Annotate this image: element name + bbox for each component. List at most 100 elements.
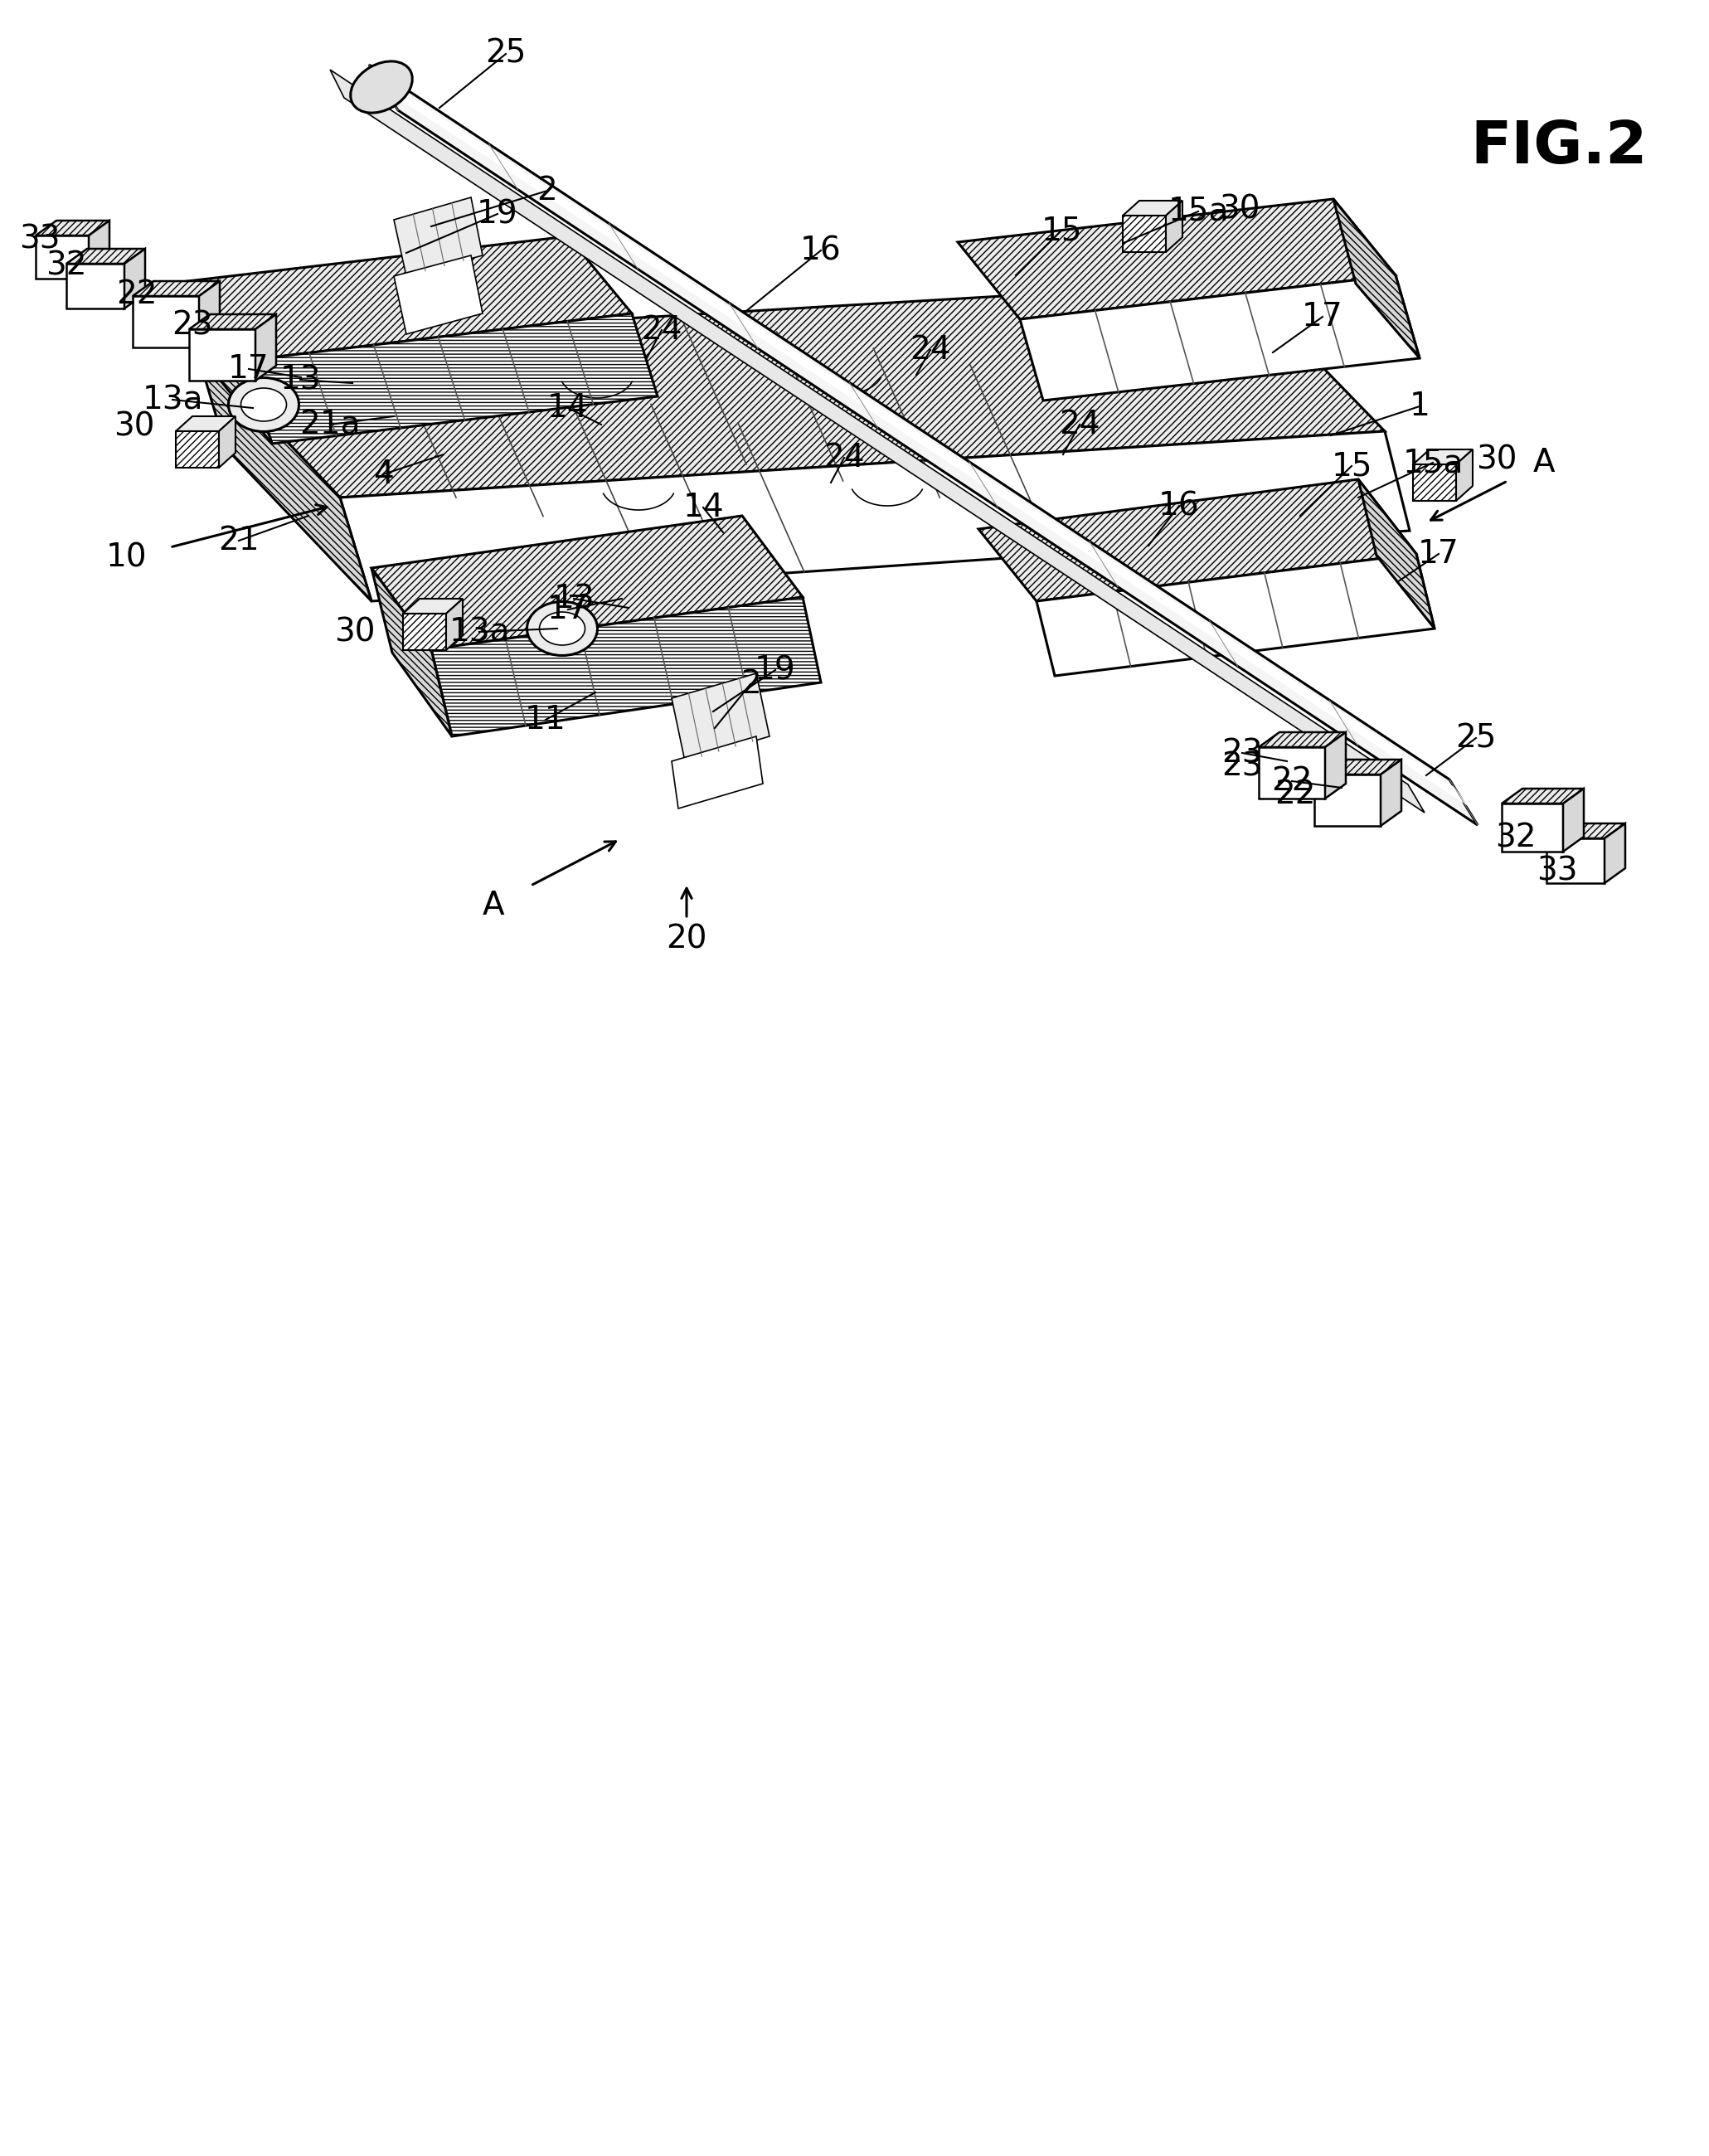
Polygon shape [1564,789,1584,852]
Polygon shape [133,280,220,295]
Text: 23: 23 [173,308,214,341]
Polygon shape [133,295,198,347]
Polygon shape [67,248,145,263]
Polygon shape [1324,733,1345,798]
Text: 33: 33 [19,222,60,254]
Text: 33: 33 [1536,856,1577,886]
Polygon shape [1333,198,1420,358]
Text: 15: 15 [1041,216,1082,246]
Polygon shape [374,73,1468,806]
Polygon shape [1123,201,1183,216]
Text: 24: 24 [1060,410,1101,440]
Polygon shape [1381,759,1401,826]
Ellipse shape [526,602,598,655]
Polygon shape [1314,759,1401,774]
Polygon shape [371,515,803,649]
Polygon shape [190,330,255,382]
Text: 17: 17 [547,593,588,625]
Text: 32: 32 [1495,821,1536,854]
Polygon shape [393,254,482,334]
Ellipse shape [241,388,287,420]
Text: 25: 25 [1456,722,1497,755]
Text: 25: 25 [485,39,526,69]
Polygon shape [195,282,1384,498]
Text: 22: 22 [1275,778,1316,811]
Text: 16: 16 [1159,489,1200,522]
Polygon shape [1547,839,1605,884]
Text: 16: 16 [800,235,841,265]
Polygon shape [393,198,482,276]
Ellipse shape [350,60,412,112]
Text: 30: 30 [1219,194,1260,224]
Ellipse shape [540,612,584,645]
Text: 24: 24 [909,334,950,367]
Text: 17: 17 [1302,302,1343,332]
Polygon shape [672,673,769,761]
Polygon shape [431,597,820,737]
Polygon shape [255,315,277,382]
Polygon shape [190,315,277,330]
Polygon shape [181,282,272,444]
Polygon shape [125,248,145,308]
Polygon shape [1547,824,1625,839]
Text: 2: 2 [537,175,557,207]
Polygon shape [1123,216,1166,252]
Polygon shape [403,614,446,651]
Ellipse shape [229,377,299,431]
Polygon shape [89,220,109,278]
Text: 24: 24 [641,315,682,345]
Text: 14: 14 [682,492,723,524]
Text: 21: 21 [219,524,260,556]
Polygon shape [219,416,236,468]
Polygon shape [371,567,451,737]
Polygon shape [1260,748,1324,798]
Polygon shape [340,431,1410,602]
Polygon shape [1359,479,1434,630]
Text: 20: 20 [667,923,708,955]
Polygon shape [672,737,762,808]
Polygon shape [36,235,89,278]
Polygon shape [181,237,632,360]
Text: 30: 30 [1477,444,1518,476]
Text: 10: 10 [106,541,147,573]
Polygon shape [369,65,1478,826]
Polygon shape [195,345,371,602]
Polygon shape [1037,554,1434,675]
Polygon shape [176,431,219,468]
Text: 4: 4 [373,459,393,489]
Text: 30: 30 [335,617,376,647]
Polygon shape [1260,733,1345,748]
Text: 15a: 15a [1403,446,1463,479]
Text: 23: 23 [1222,750,1263,783]
Text: 30: 30 [115,412,156,442]
Text: 13a: 13a [142,384,203,416]
Polygon shape [403,599,463,614]
Polygon shape [1502,789,1584,804]
Polygon shape [36,220,109,235]
Polygon shape [1166,201,1183,252]
Polygon shape [244,313,658,444]
Text: 17: 17 [227,354,270,384]
Text: 22: 22 [1271,765,1313,798]
Polygon shape [1020,276,1420,401]
Polygon shape [957,198,1396,319]
Polygon shape [330,69,1425,813]
Text: 14: 14 [547,392,588,425]
Polygon shape [198,280,220,347]
Polygon shape [176,416,236,431]
Text: 21a: 21a [299,410,361,440]
Text: 13a: 13a [449,617,509,647]
Text: 19: 19 [755,653,796,686]
Polygon shape [446,599,463,651]
Text: 32: 32 [46,250,87,280]
Polygon shape [1605,824,1625,884]
Text: A: A [1533,446,1555,479]
Polygon shape [1413,448,1473,464]
Text: 11: 11 [525,705,566,735]
Polygon shape [1502,804,1564,852]
Text: 13: 13 [280,364,321,395]
Polygon shape [1314,774,1381,826]
Polygon shape [1413,464,1456,500]
Text: 17: 17 [1418,539,1459,569]
Text: A: A [482,890,504,921]
